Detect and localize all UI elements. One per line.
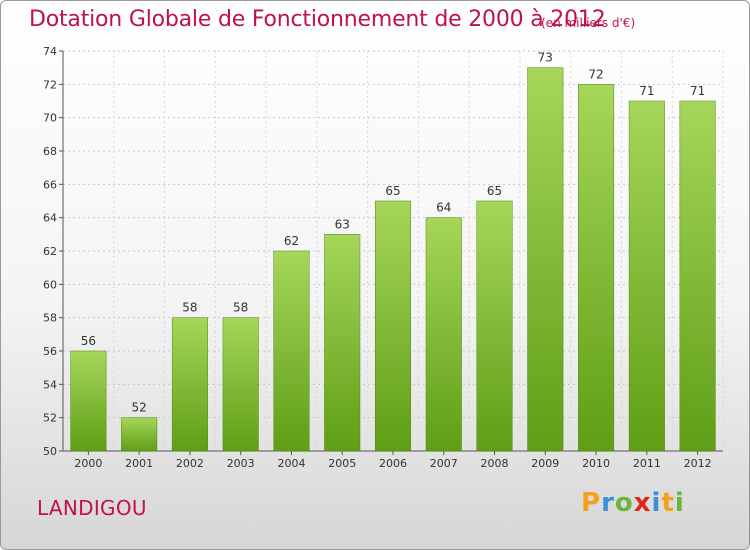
x-tick-label: 2002 — [176, 457, 204, 470]
bar — [70, 350, 107, 452]
logo-letter: o — [614, 488, 634, 518]
bar — [324, 234, 361, 452]
bar — [121, 417, 158, 452]
logo-letter: i — [674, 488, 685, 518]
y-tick-label: 72 — [43, 78, 57, 91]
x-tick-label: 2010 — [582, 457, 610, 470]
bar — [222, 317, 259, 452]
chart-subtitle: (en milliers d'€) — [541, 16, 636, 30]
bar — [273, 250, 310, 452]
x-tick-label: 2011 — [633, 457, 661, 470]
x-tick-label: 2006 — [379, 457, 407, 470]
logo-letter: t — [661, 488, 675, 518]
bar-value-label: 72 — [588, 67, 603, 81]
x-tick-label: 2012 — [684, 457, 712, 470]
bar-value-label: 64 — [436, 201, 451, 215]
logo-letter: i — [651, 488, 662, 518]
bar — [628, 100, 665, 452]
bar-value-label: 56 — [81, 334, 96, 348]
y-tick-label: 50 — [43, 445, 57, 458]
x-tick-label: 2005 — [328, 457, 356, 470]
bar-value-label: 62 — [284, 234, 299, 248]
bars — [70, 67, 716, 452]
bar — [476, 200, 513, 452]
bar — [578, 84, 615, 452]
y-tick-label: 54 — [43, 378, 57, 391]
bar-value-label: 65 — [385, 184, 400, 198]
chart-title: Dotation Globale de Fonctionnement de 20… — [29, 7, 606, 32]
proxiti-logo: Proxiti — [581, 488, 685, 518]
labels: 50 52 54 56 58 60 62 64 66 68 70 72 74 56 2000 52 2001 58… — [43, 45, 712, 470]
bar — [679, 100, 716, 452]
bar — [171, 317, 208, 452]
bar-value-label: 71 — [639, 84, 654, 98]
logo-letter: P — [581, 488, 602, 518]
x-tick-label: 2008 — [481, 457, 509, 470]
logo-letter: x — [633, 488, 652, 518]
y-tick-label: 70 — [43, 112, 57, 125]
bar-value-label: 65 — [487, 184, 502, 198]
bar-value-label: 73 — [538, 51, 553, 65]
x-tick-label: 2004 — [277, 457, 305, 470]
y-tick-label: 52 — [43, 412, 57, 425]
bar-value-label: 52 — [132, 401, 147, 415]
y-tick-label: 74 — [43, 45, 57, 58]
bar — [425, 217, 462, 452]
y-tick-label: 66 — [43, 178, 57, 191]
y-tick-label: 64 — [43, 212, 57, 225]
y-tick-label: 68 — [43, 145, 57, 158]
x-tick-label: 2003 — [227, 457, 255, 470]
x-tick-label: 2009 — [531, 457, 559, 470]
x-tick-label: 2000 — [74, 457, 102, 470]
bar — [527, 67, 564, 452]
bar-value-label: 58 — [182, 301, 197, 315]
y-tick-label: 56 — [43, 345, 57, 358]
y-tick-label: 62 — [43, 245, 57, 258]
bar-value-label: 63 — [335, 217, 350, 231]
y-tick-label: 60 — [43, 278, 57, 291]
bar-value-label: 71 — [690, 84, 705, 98]
commune-name: LANDIGOU — [37, 496, 147, 520]
x-tick-label: 2007 — [430, 457, 458, 470]
bar-value-label: 58 — [233, 301, 248, 315]
logo-letter: r — [601, 488, 615, 518]
bar — [374, 200, 412, 452]
x-tick-label: 2001 — [125, 457, 153, 470]
y-tick-label: 58 — [43, 312, 57, 325]
